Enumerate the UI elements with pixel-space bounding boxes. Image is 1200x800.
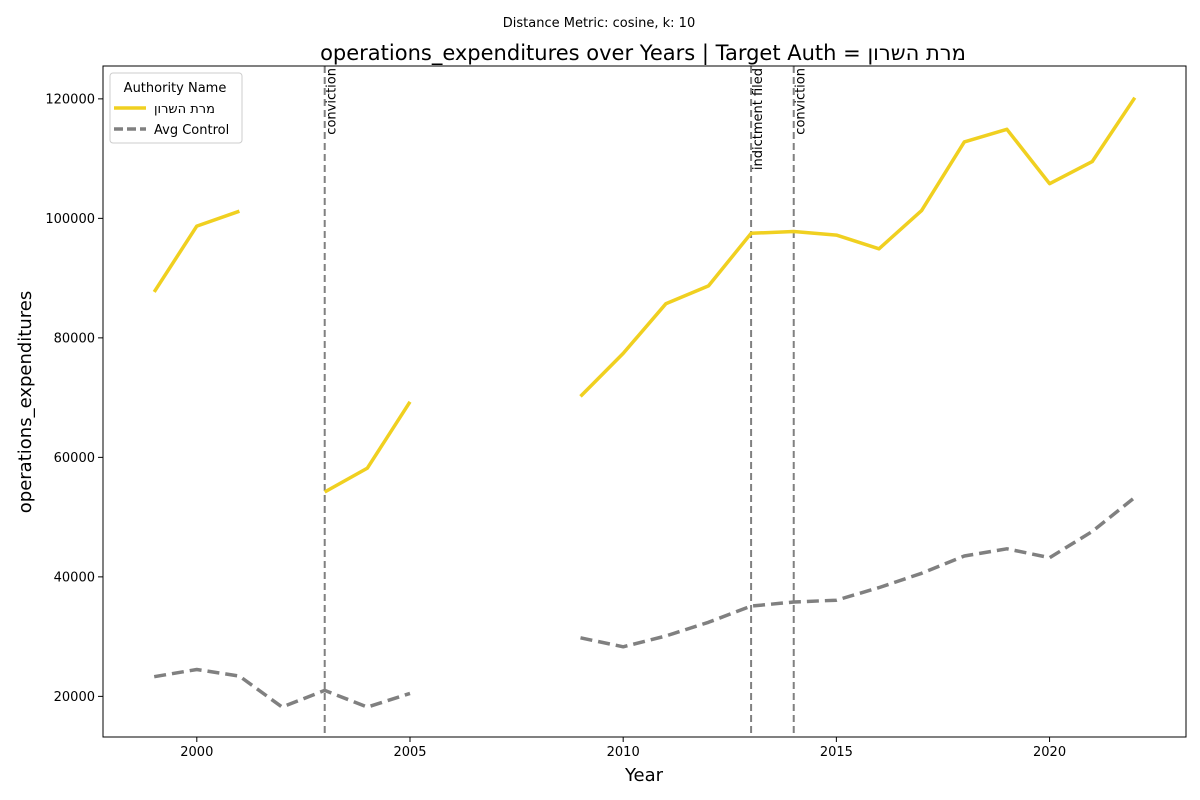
legend-label-target: מרת השרון [154,102,215,117]
y-tick-label: 20000 [54,690,95,705]
legend-title: Authority Name [124,81,227,96]
event-markers: conviction indictment filed conviction [323,66,809,737]
event-label: conviction [794,68,809,135]
x-tick-label: 2020 [1033,745,1066,760]
series-line-avg-control [580,496,1136,649]
y-tick-label: 120000 [45,92,95,107]
plot-frame [102,65,1187,738]
x-axis-title: Year [624,765,664,786]
x-tick-label: 2015 [820,745,853,760]
x-tick-label: 2005 [393,745,426,760]
chart-title: operations_expenditures over Years | Tar… [320,41,966,66]
y-axis-title: operations_expenditures [15,291,36,513]
chart-suptitle: Distance Metric: cosine, k: 10 [503,16,695,31]
x-tick-label: 2000 [180,745,213,760]
y-tick-label: 40000 [54,570,95,585]
y-axis: 20000 40000 60000 80000 100000 120000 [45,92,103,705]
series-line-target [323,400,412,494]
y-tick-label: 60000 [54,451,95,466]
legend-label-avg-control: Avg Control [154,123,229,138]
series-line-target [579,96,1137,398]
y-tick-label: 80000 [54,331,95,346]
x-tick-label: 2010 [607,745,640,760]
event-label: conviction [325,68,340,135]
legend-box [109,72,243,144]
series-lines [152,96,1137,709]
event-label: indictment filed [751,68,766,170]
plot-area: conviction indictment filed conviction [102,65,1187,738]
plot-background [103,66,1186,737]
series-line-avg-control [153,667,411,709]
x-axis: 2000 2005 2010 2015 2020 [180,737,1066,760]
y-tick-label: 100000 [45,212,95,227]
legend: Authority Name מרת השרון Avg Control [109,72,243,144]
series-line-target [152,209,240,293]
